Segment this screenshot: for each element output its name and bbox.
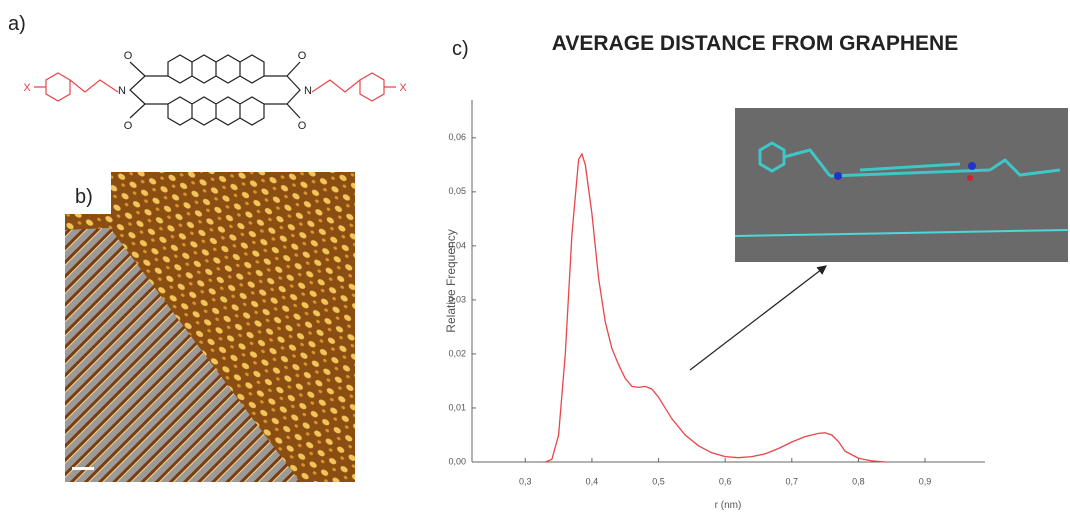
y-tick-label: 0,04 bbox=[448, 240, 466, 250]
substituent-label: X bbox=[23, 82, 31, 94]
atom-label: O bbox=[298, 120, 307, 132]
y-tick-label: 0,02 bbox=[448, 348, 466, 358]
y-tick-label: 0,03 bbox=[448, 294, 466, 304]
atom-label: N bbox=[118, 85, 126, 97]
substituent-label: X bbox=[399, 82, 407, 94]
stm-image: b) bbox=[65, 172, 355, 482]
plot-area: 0,00 0,01 0,02 0,03 0,04 0,05 0,06 0,3 0,4 0,5 0,6… bbox=[448, 100, 985, 486]
y-tick-label: 0,01 bbox=[448, 402, 466, 412]
y-tick-label: 0,05 bbox=[448, 186, 466, 196]
chemical-structure: O O O O N N X X bbox=[23, 50, 407, 132]
panel-label: b) bbox=[75, 186, 93, 208]
x-tick-label: 0,7 bbox=[786, 476, 799, 486]
molecule-inset bbox=[734, 108, 1069, 262]
y-axis-label: Relative Frequency bbox=[444, 229, 458, 332]
atom-label: O bbox=[124, 120, 133, 132]
x-tick-label: 0,5 bbox=[652, 476, 665, 486]
y-tick-label: 0,00 bbox=[448, 456, 466, 466]
x-tick-label: 0,9 bbox=[919, 476, 932, 486]
x-tick-label: 0,4 bbox=[586, 476, 599, 486]
arrow bbox=[689, 265, 827, 371]
x-tick-label: 0,6 bbox=[719, 476, 732, 486]
x-tick-label: 0,3 bbox=[519, 476, 532, 486]
atom-label: O bbox=[298, 50, 307, 62]
data-line bbox=[545, 152, 886, 463]
x-tick-label: 0,8 bbox=[852, 476, 865, 486]
panel-label: a) bbox=[8, 13, 26, 35]
y-tick-label: 0,06 bbox=[448, 132, 466, 142]
panel-label: c) bbox=[452, 38, 469, 60]
chart-title: AVERAGE DISTANCE FROM GRAPHENE bbox=[552, 32, 958, 55]
x-axis-label: r (nm) bbox=[715, 500, 742, 511]
atom-label: N bbox=[304, 85, 312, 97]
atom-label: O bbox=[124, 50, 133, 62]
